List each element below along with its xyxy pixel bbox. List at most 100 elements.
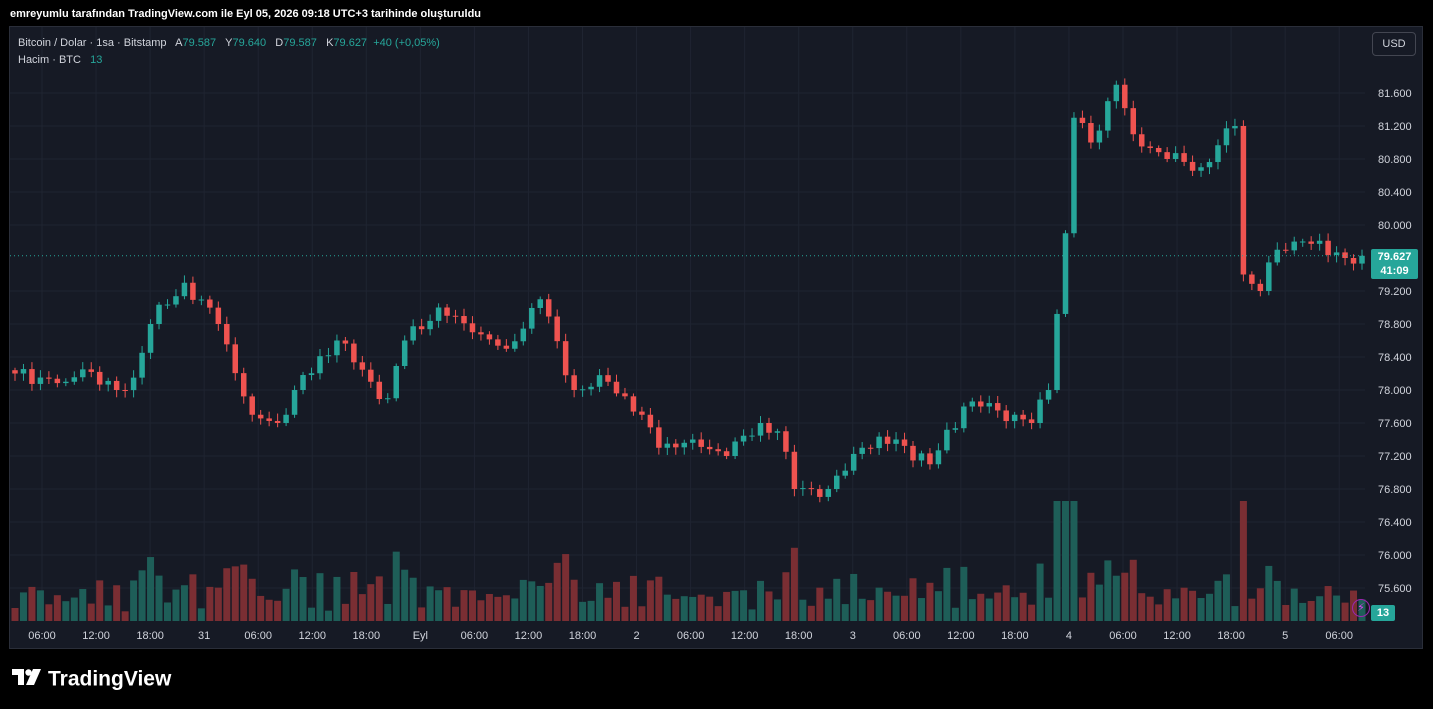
volume-bar	[519, 579, 527, 621]
volume-bar	[172, 589, 180, 621]
volume-bar	[333, 576, 341, 621]
volume-bar	[985, 598, 993, 621]
chart-panel[interactable]	[9, 26, 1423, 649]
volume-bar	[757, 580, 765, 621]
volume-bar	[1299, 602, 1307, 621]
volume-bar	[740, 590, 748, 621]
legend-open-label: A	[175, 37, 183, 49]
candle-body	[757, 423, 764, 436]
candle-body	[1350, 258, 1357, 264]
volume-bar	[130, 580, 138, 621]
candle-body	[1096, 130, 1103, 143]
candle-body	[249, 396, 255, 415]
x-tick-label: 06:00	[893, 630, 921, 642]
x-tick-label: 06:00	[1325, 630, 1353, 642]
candle-body	[537, 299, 543, 308]
candle-body	[961, 406, 967, 429]
candle-body	[545, 299, 552, 317]
candle-body	[1113, 84, 1120, 102]
volume-bar	[1189, 590, 1197, 621]
candle-body	[291, 390, 298, 415]
candle-body	[994, 403, 1001, 411]
volume-bar	[1104, 560, 1112, 621]
candle-body	[1249, 274, 1255, 284]
candle-body	[1071, 117, 1077, 234]
candle-body	[88, 369, 94, 372]
bar-countdown: 41:09	[1380, 265, 1409, 277]
y-tick-label: 77.600	[1378, 418, 1412, 430]
candle-body	[54, 378, 61, 384]
candle-body	[1291, 241, 1297, 251]
x-tick-label: 12:00	[731, 630, 759, 642]
volume-bar	[596, 583, 604, 621]
x-tick-label: 31	[198, 630, 210, 642]
candle-body	[401, 340, 408, 367]
volume-bar	[553, 562, 561, 621]
x-tick-label: 12:00	[298, 630, 326, 642]
volume-bar	[782, 572, 790, 621]
candle-body	[529, 307, 535, 329]
volume-bar	[1316, 596, 1324, 621]
candle-body	[588, 386, 594, 390]
candle-body	[825, 489, 832, 497]
candle-body	[605, 375, 611, 382]
volume-bar	[604, 597, 612, 621]
volume-bar	[206, 586, 214, 621]
legend-high: 79.640	[232, 37, 267, 49]
volume-bar	[646, 580, 654, 621]
candle-body	[1359, 255, 1365, 264]
candle-body	[732, 441, 738, 456]
volume-bar	[1222, 574, 1230, 621]
candle-body	[1232, 126, 1238, 129]
candle-body	[418, 326, 425, 330]
tradingview-brand[interactable]: TradingView	[12, 667, 171, 691]
volume-bar	[265, 599, 273, 621]
volume-bar	[1282, 604, 1290, 621]
candle-body	[1299, 241, 1306, 243]
volume-bar	[180, 585, 188, 621]
candle-body	[1266, 262, 1272, 291]
candle-body	[681, 442, 688, 448]
candle-body	[893, 439, 899, 444]
volume-bar	[545, 582, 553, 621]
candle-body	[1316, 240, 1323, 244]
legend-low: 79.587	[283, 37, 317, 49]
volume-bar	[1019, 592, 1027, 621]
candle-body	[190, 282, 196, 300]
candle-body	[410, 326, 416, 341]
y-tick-label: 75.600	[1378, 583, 1412, 595]
candle-body	[1147, 146, 1153, 148]
candle-body	[207, 299, 213, 308]
candle-body	[817, 489, 823, 497]
candle-body	[1198, 167, 1204, 171]
candle-body	[689, 439, 696, 443]
candle-body	[1105, 101, 1111, 131]
volume-bar	[1061, 501, 1069, 621]
candle-body	[29, 369, 35, 384]
x-tick-label: 18:00	[785, 630, 813, 642]
candle-body	[478, 332, 484, 335]
volume-bar	[672, 598, 680, 621]
volume-bar	[1231, 606, 1239, 621]
volume-bar	[452, 606, 460, 621]
currency-button[interactable]: USD	[1372, 32, 1416, 56]
y-tick-label: 76.400	[1378, 517, 1412, 529]
legend-close-label: K	[326, 37, 334, 49]
candle-body	[630, 396, 637, 412]
y-tick-label: 81.600	[1378, 88, 1412, 100]
candle-body	[1003, 410, 1009, 422]
x-tick-label: 18:00	[1217, 630, 1245, 642]
x-tick-label: 2	[633, 630, 639, 642]
candle-body	[308, 373, 315, 376]
bolt-icon[interactable]: ⚡	[1352, 599, 1370, 617]
candle-body	[1215, 145, 1221, 163]
volume-bar	[977, 593, 985, 621]
candle-body	[1054, 313, 1060, 390]
volume-bar	[316, 573, 324, 621]
x-tick-label: 06:00	[1109, 630, 1137, 642]
candle-body	[139, 352, 145, 378]
volume-bar	[638, 606, 646, 621]
volume-bar	[790, 547, 798, 621]
candle-body	[105, 380, 111, 385]
